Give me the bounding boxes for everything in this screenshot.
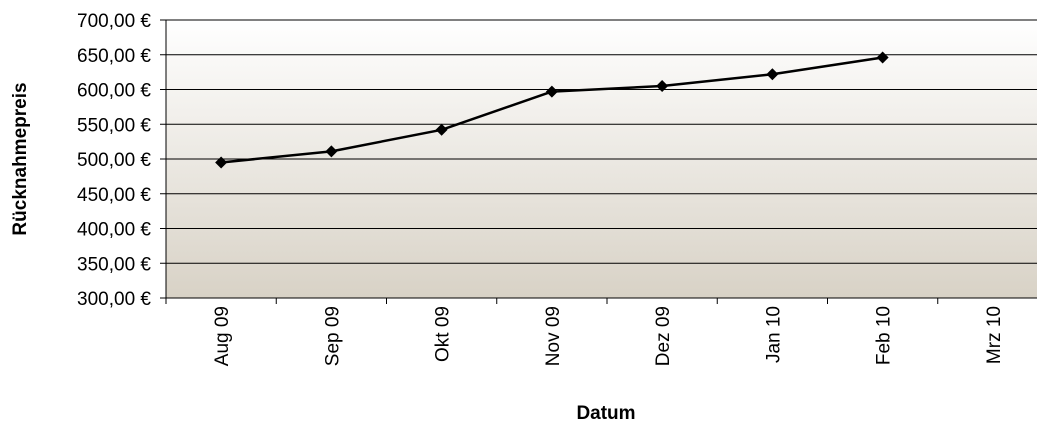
y-tick-label: 400,00 € [77, 220, 151, 241]
x-tick-label: Feb 10 [874, 306, 895, 365]
x-tick-labels: Aug 09 Sep 09 Okt 09 Nov 09 Dez 09 Jan 10 Feb … [212, 306, 1005, 366]
y-axis-title: Rücknahmepreis [10, 82, 31, 235]
data-point-marker [656, 80, 669, 93]
y-tick-label: 550,00 € [77, 115, 151, 136]
data-point-marker [215, 156, 228, 169]
y-tick-label: 700,00 € [77, 11, 151, 32]
x-tick-label: Jan 10 [763, 306, 784, 363]
data-point-marker [876, 51, 889, 64]
x-tick-label: Nov 09 [543, 306, 564, 366]
data-point-marker [766, 68, 779, 81]
x-tick-label: Sep 09 [322, 306, 343, 366]
x-tick-label: Okt 09 [433, 306, 454, 362]
y-tick-label: 450,00 € [77, 185, 151, 206]
x-axis-title: Datum [576, 403, 635, 424]
x-tick-label: Mrz 10 [984, 306, 1005, 364]
y-tick-label: 600,00 € [77, 81, 151, 102]
data-point-marker [545, 85, 558, 98]
y-tick-label: 300,00 € [77, 289, 151, 310]
x-tick-label: Aug 09 [212, 306, 233, 366]
y-tick-label: 350,00 € [77, 254, 151, 275]
x-tick-label: Dez 09 [653, 306, 674, 366]
series-line [215, 51, 889, 169]
y-tick-labels: 300,00 € 350,00 € 400,00 € 450,00 € 500,00 €… [77, 11, 151, 310]
y-tick-label: 500,00 € [77, 150, 151, 171]
y-tick-label: 650,00 € [77, 46, 151, 67]
axes [160, 19, 1037, 304]
data-point-marker [325, 145, 338, 158]
data-point-marker [435, 123, 448, 136]
